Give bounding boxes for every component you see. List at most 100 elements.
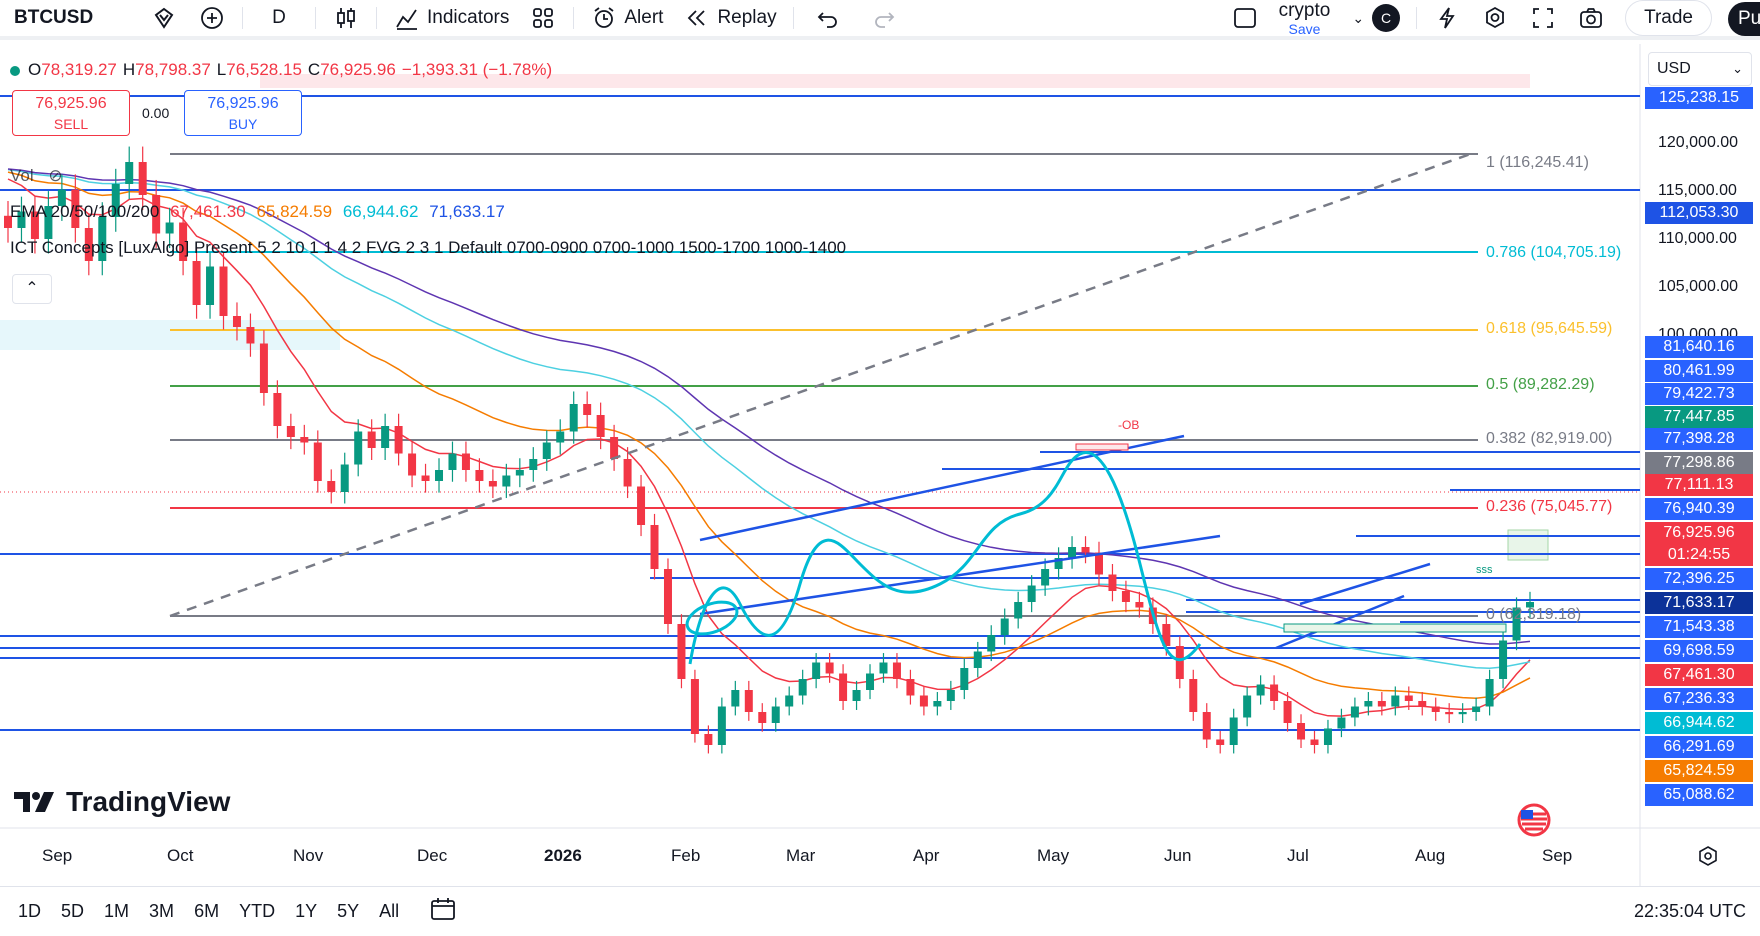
candle-body [448,453,457,470]
ohlc-legend: O78,319.27 H78,798.37 L76,528.15 C76,925.96… [10,60,558,80]
chevron-up-icon: ⌃ [25,280,39,297]
spread-value: 0.00 [142,105,170,121]
price-chart[interactable] [0,44,1760,886]
buy-button[interactable]: 76,925.96 BUY [184,90,302,136]
utc-clock[interactable]: 22:35:04 UTC [1633,901,1746,921]
time-axis-label: Mar [786,846,816,865]
tradingview-logo-icon [14,792,54,812]
bull-block [1283,623,1507,633]
candle-body [1283,701,1292,723]
candle-body [30,211,39,239]
eye-off-icon[interactable]: ⊘ [48,166,63,185]
layout-menu-button[interactable]: ⌄ [1330,0,1372,38]
price-tag: 125,238.15 [1645,87,1753,109]
range-tab[interactable]: YTD [239,901,276,921]
indicators-button[interactable]: Indicators [383,0,519,38]
time-axis-label: Jul [1287,846,1309,865]
fib-level-label: 0.618 (95,645.59) [1486,320,1613,337]
price-axis-tick: 120,000.00 [1658,134,1739,151]
candle-body [300,437,309,443]
candle-body [57,189,66,206]
candle-body [542,442,551,459]
candle-body [704,734,713,745]
currency-select[interactable]: USD ⌄ [1648,52,1752,86]
candle-body [960,668,969,690]
time-axis-label: Jun [1164,846,1192,865]
alert-button[interactable]: Alert [580,0,673,38]
replay-button[interactable]: Replay [673,0,786,38]
range-tab[interactable]: 1Y [295,901,318,921]
settings-button[interactable] [1471,0,1519,38]
range-tab[interactable]: 5D [61,901,85,921]
divider [573,7,575,29]
candle-body [677,624,686,679]
candle-body [313,442,322,481]
watchlist-flag-button[interactable] [140,0,188,38]
range-tab[interactable]: All [379,901,400,921]
user-menu-button[interactable]: C [1372,0,1410,38]
fullscreen-button[interactable] [1519,0,1567,38]
compare-symbol-button[interactable] [188,0,236,38]
tradingview-logo[interactable]: TradingView [14,786,230,818]
go-to-date-button[interactable] [429,895,457,928]
low-value: 76,528.15 [226,60,302,79]
candle-body [946,690,955,701]
chart-type-button[interactable] [322,0,370,38]
candle-body [892,662,901,679]
interval-button[interactable]: D [249,0,309,38]
trade-panel-button[interactable]: Trade [1615,0,1760,38]
volume-legend[interactable]: Vol ⊘ [10,166,63,186]
order-block [1075,443,1129,451]
sell-button[interactable]: 76,925.96 SELL [12,90,130,136]
candle-body [1094,552,1103,575]
channel-lower [699,534,1221,616]
range-tab[interactable]: 5Y [337,901,360,921]
bottom-toolbar: 1D 5D 1M 3M 6M YTD 1Y 5Y All 22:35:04 UTC [0,886,1760,936]
candle-body [866,673,875,690]
undo-button[interactable] [800,0,856,38]
fib-level-label: 0.382 (82,919.00) [1486,430,1613,447]
candles-icon [332,4,360,32]
snapshot-button[interactable] [1567,0,1615,38]
quick-search-button[interactable] [1423,0,1471,38]
redo-button[interactable] [856,0,912,38]
market-status-dot[interactable] [10,65,20,76]
avatar: C [1372,4,1401,32]
price-tag: 71,633.17 [1645,592,1753,614]
chart-pane[interactable]: O78,319.27 H78,798.37 L76,528.15 C76,925.96… [0,44,1760,936]
symbol-search[interactable]: BTCUSD [0,0,140,38]
collapse-legend-button[interactable]: ⌃ [12,274,52,304]
candle-body [879,662,888,674]
ema-legend[interactable]: EMA 20/50/100/200 67,461.30 65,824.59 66… [10,202,505,222]
candle-body [1068,547,1077,558]
layout-save-button[interactable]: crypto Save [1279,1,1331,36]
range-tab[interactable]: 1M [104,901,130,921]
price-tag: 76,940.39 [1645,498,1753,520]
range-tab[interactable]: 3M [149,901,175,921]
auto-scale-button[interactable] [1696,844,1720,873]
economic-events-flag[interactable] [1514,800,1554,845]
layouts-button[interactable] [519,0,567,38]
us-flag-icon [1517,803,1551,837]
price-axis-tick: 115,000.00 [1658,182,1737,199]
fullscreen-layout-button[interactable] [1221,0,1269,38]
candle-body [179,222,188,261]
ict-concepts-legend[interactable]: ICT Concepts [LuxAlgo] Present 5 2 10 1 … [10,238,846,258]
alarm-clock-icon [590,4,618,32]
candle-body [286,426,295,437]
divider [376,7,377,29]
candle-body [1014,602,1023,619]
range-tab[interactable]: 6M [194,901,220,921]
candle-body [111,184,120,217]
candle-body [1121,591,1130,602]
range-tab[interactable]: 1D [18,901,42,921]
swing-path [688,451,1202,665]
replay-label: Replay [717,7,777,28]
publish-button[interactable]: Pu [1728,2,1760,36]
candle-body [1404,695,1413,701]
fib-level-label: 0.786 (104,705.19) [1486,244,1622,261]
ema200-value: 71,633.17 [429,202,505,221]
flag-icon [150,4,178,32]
channel-upper [699,434,1185,542]
candle-body [1310,739,1319,745]
